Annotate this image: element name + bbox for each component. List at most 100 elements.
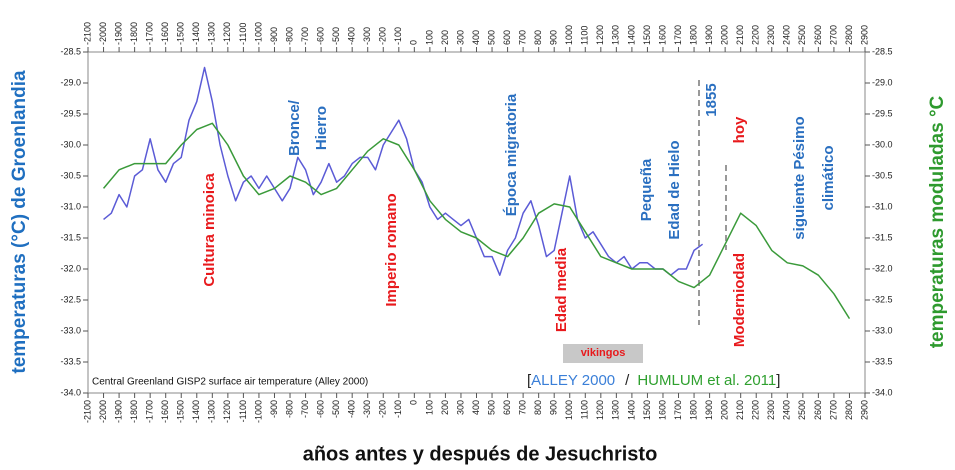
x-tick-label: -1000 [253, 22, 263, 45]
x-tick-label: 0 [409, 400, 419, 405]
annotation: Época migratoria [503, 93, 520, 216]
x-tick-label: 1400 [626, 25, 636, 45]
x-tick-label: 800 [533, 400, 543, 415]
x-tick-label: 100 [424, 400, 434, 415]
x-tick-label: 2100 [735, 25, 745, 45]
legend-separator: ] [776, 372, 780, 389]
annotation: Bronce/ [286, 99, 303, 156]
y2-tick-label: -32.5 [872, 294, 893, 304]
x-tick-label: -100 [393, 400, 403, 418]
x-tick-label: 100 [424, 30, 434, 45]
x-axis-label: años antes y después de Jesuchristo [303, 443, 658, 465]
x-tick-label: -100 [393, 27, 403, 45]
x-tick-label: 900 [549, 400, 559, 415]
x-tick-label: -1500 [176, 22, 186, 45]
x-tick-label: 1900 [704, 400, 714, 420]
x-tick-label: -1400 [191, 400, 201, 423]
legend-separator: / [625, 372, 630, 389]
x-tick-label: -700 [300, 400, 310, 418]
x-tick-label: -900 [269, 27, 279, 45]
x-tick-label: -200 [378, 400, 388, 418]
x-tick-label: -600 [315, 27, 325, 45]
x-tick-label: -1500 [176, 400, 186, 423]
x-tick-label: 1300 [611, 400, 621, 420]
vikingos-box [563, 344, 643, 363]
x-tick-label: -1300 [207, 400, 217, 423]
x-tick-label: 500 [486, 400, 496, 415]
x-tick-label: -200 [378, 27, 388, 45]
y2-tick-label: -33.0 [872, 325, 893, 335]
x-tick-label: 200 [440, 30, 450, 45]
x-tick-label: 800 [533, 30, 543, 45]
legend-entry: ALLEY 2000 [531, 372, 615, 389]
x-tick-label: 600 [502, 400, 512, 415]
x-tick-label: -600 [315, 400, 325, 418]
y-tick-label: -28.5 [60, 46, 81, 56]
x-tick-label: 2100 [735, 400, 745, 420]
x-tick-label: 1200 [595, 400, 605, 420]
y2-tick-label: -32.0 [872, 263, 893, 273]
x-tick-label: -2000 [98, 22, 108, 45]
y-tick-label: -29.0 [60, 77, 81, 87]
x-tick-label: -300 [362, 400, 372, 418]
x-tick-label: 2800 [844, 25, 854, 45]
x-tick-label: -700 [300, 27, 310, 45]
x-tick-label: 700 [517, 400, 527, 415]
x-tick-label: -1800 [129, 22, 139, 45]
x-tick-label: -1000 [253, 400, 263, 423]
x-tick-label: 2500 [797, 400, 807, 420]
legend: [ALLEY 2000 / HUMLUM et al. 2011] [527, 372, 780, 389]
x-tick-label: 2400 [782, 400, 792, 420]
x-tick-label: 500 [486, 30, 496, 45]
y-axis-label: temperaturas (°C) de Groenlandia [9, 70, 30, 374]
x-tick-label: 1000 [564, 400, 574, 420]
x-tick-label: -800 [284, 27, 294, 45]
x-tick-label: -500 [331, 400, 341, 418]
annotation: Hierro [313, 106, 330, 150]
x-tick-label: 2900 [859, 400, 869, 420]
x-tick-label: 2300 [766, 400, 776, 420]
x-tick-label: 1800 [688, 25, 698, 45]
x-tick-label: 1300 [611, 25, 621, 45]
x-tick-label: 2700 [828, 400, 838, 420]
x-tick-label: -1800 [129, 400, 139, 423]
x-tick-label: -1400 [191, 22, 201, 45]
x-tick-label: 1500 [642, 400, 652, 420]
x-tick-label: -1100 [238, 400, 248, 422]
x-tick-label: 2000 [720, 400, 730, 420]
y2-tick-label: -29.5 [872, 108, 893, 118]
y2-tick-label: -30.0 [872, 139, 893, 149]
y-tick-label: -32.0 [60, 263, 81, 273]
x-tick-label: 1700 [673, 400, 683, 420]
x-tick-label: 1200 [595, 25, 605, 45]
annotation: climático [820, 145, 837, 210]
annotation: Pequeña [638, 158, 655, 221]
x-tick-label: 2700 [828, 25, 838, 45]
y-tick-label: -34.0 [60, 387, 81, 397]
annotation: hoy [731, 116, 748, 143]
y2-tick-label: -29.0 [872, 77, 893, 87]
y-tick-label: -31.5 [60, 232, 81, 242]
x-tick-label: 1100 [580, 26, 590, 45]
annotation: 1855 [703, 83, 720, 116]
x-tick-label: 1600 [657, 400, 667, 420]
annotation: Moderniodad [731, 253, 748, 347]
data-line [103, 66, 704, 276]
y2-axis-label: temperaturas moduladas °C [927, 95, 948, 348]
x-tick-label: -1100 [238, 23, 248, 45]
x-tick-label: -900 [269, 400, 279, 418]
y-tick-label: -32.5 [60, 294, 81, 304]
note: Central Greenland GISP2 surface air temp… [92, 377, 368, 388]
x-tick-label: -1200 [222, 400, 232, 423]
y-tick-label: -29.5 [60, 108, 81, 118]
x-tick-label: 2500 [797, 25, 807, 45]
x-tick-label: -2100 [82, 22, 92, 45]
x-tick-label: 1800 [688, 400, 698, 420]
x-tick-label: 300 [455, 30, 465, 45]
annotation: vikingos [581, 347, 626, 359]
x-tick-label: -1600 [160, 22, 170, 45]
y-tick-label: -33.0 [60, 325, 81, 335]
x-tick-label: 600 [502, 30, 512, 45]
x-tick-label: 300 [455, 400, 465, 415]
